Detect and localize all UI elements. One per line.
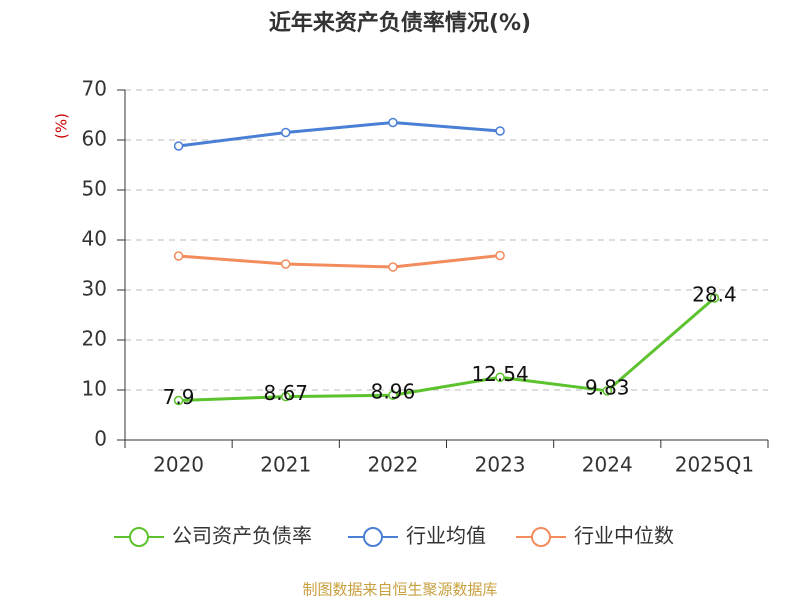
x-tick-label: 2020 xyxy=(153,453,204,477)
legend-marker xyxy=(531,527,551,547)
data-label: 28.4 xyxy=(692,283,737,307)
x-tick-label: 2021 xyxy=(260,453,311,477)
data-point xyxy=(495,250,505,261)
data-point xyxy=(709,293,720,303)
source: 制图数据来自恒生聚源数据库 xyxy=(302,581,497,599)
y-tick-label: 30 xyxy=(82,277,107,301)
x-tick-label: 2025Q1 xyxy=(675,453,754,477)
series-line xyxy=(178,296,716,402)
data-point xyxy=(281,127,291,138)
y-tick-label: 0 xyxy=(94,427,107,451)
data-label: 12.54 xyxy=(471,362,528,386)
legend-label: 行业中位数 xyxy=(574,524,674,548)
data-point xyxy=(281,391,291,402)
legend-marker xyxy=(129,527,149,547)
x-tick-label: 2022 xyxy=(367,453,418,477)
data-point xyxy=(173,251,184,261)
data-point xyxy=(173,395,184,406)
y-tick-label: 70 xyxy=(82,77,107,101)
data-point xyxy=(173,141,184,151)
x-tick-label: 2024 xyxy=(582,453,633,477)
legend-marker xyxy=(363,527,383,547)
data-point xyxy=(495,372,505,383)
legend-label: 行业均值 xyxy=(406,524,486,548)
y-tick-label: 20 xyxy=(82,327,107,351)
data-label: 8.96 xyxy=(371,380,416,404)
series-line xyxy=(178,120,501,148)
y-tick-label: 40 xyxy=(82,227,107,251)
data-point xyxy=(495,126,505,136)
y-tick-label: 50 xyxy=(82,177,107,201)
data-point xyxy=(388,390,398,400)
data-label: 8.67 xyxy=(263,381,308,405)
legend-label: 公司资产负债率 xyxy=(172,524,312,548)
data-point xyxy=(388,117,398,128)
data-point xyxy=(388,262,398,272)
y-tick-label: 10 xyxy=(82,377,107,401)
data-point xyxy=(281,259,291,269)
y-axis-label: (%) xyxy=(53,113,71,139)
data-point xyxy=(602,386,612,396)
chart-title: 近年来资产负债率情况(%) xyxy=(269,10,531,36)
series-line xyxy=(178,254,501,269)
y-tick-label: 60 xyxy=(82,127,107,151)
data-label: 9.83 xyxy=(585,375,630,399)
x-tick-label: 2023 xyxy=(475,453,526,477)
data-label: 7.9 xyxy=(163,385,195,409)
